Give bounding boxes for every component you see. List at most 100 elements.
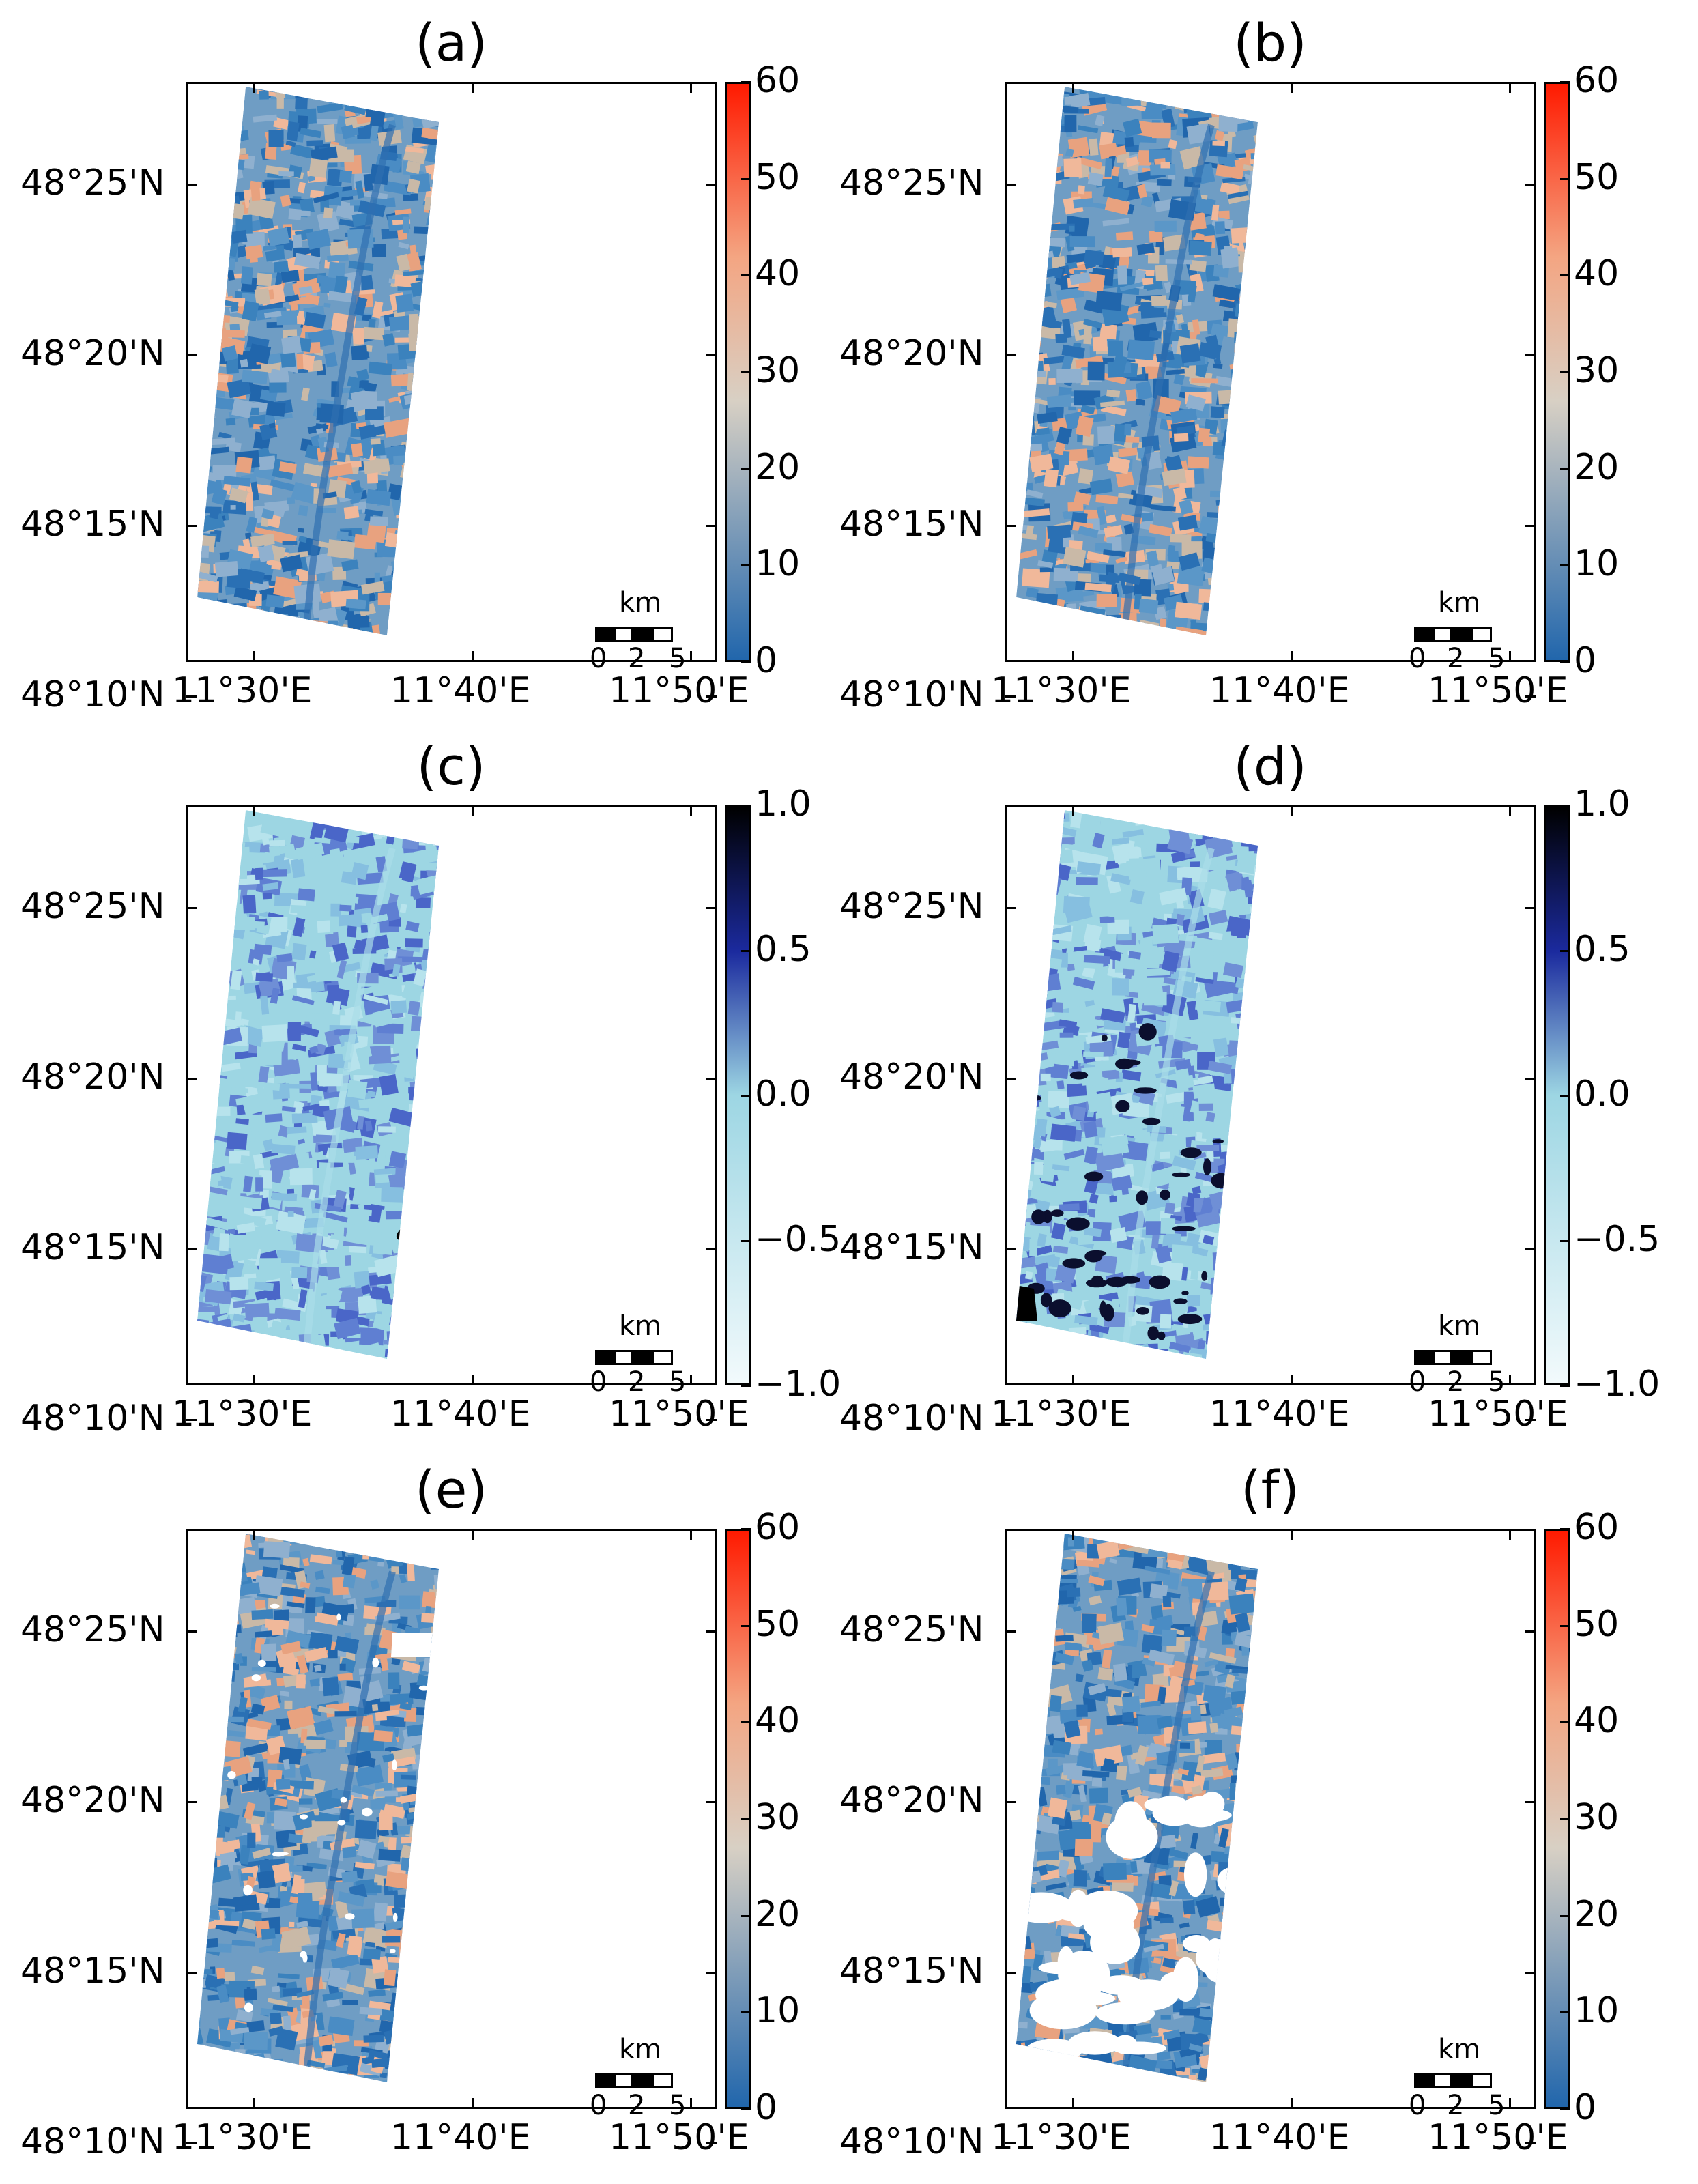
scalebar-segment: [633, 2073, 652, 2088]
lon-tick: [1072, 1529, 1074, 1540]
colorbar-label: 0.0: [755, 1074, 811, 1115]
colorbar-tick: [1560, 1095, 1570, 1097]
scalebar-segment: [652, 2073, 673, 2088]
latitude-label: 48°15'N: [20, 504, 165, 545]
map-frame: [186, 805, 717, 1385]
colorbar-tick: [1560, 1528, 1570, 1530]
colorbar-label: 30: [1574, 1797, 1620, 1838]
colorbar-tick: [741, 2108, 751, 2110]
colorbar-tick: [741, 1624, 751, 1627]
lat-tick: [186, 1419, 197, 1421]
lat-tick: [706, 184, 717, 186]
lat-tick: [1525, 1630, 1536, 1633]
colorbar-label: 60: [755, 60, 801, 101]
longitude-label: 11°30'E: [991, 2117, 1132, 2158]
scalebar-tick-label: 5: [669, 2090, 687, 2121]
scalebar-segment: [1414, 627, 1433, 642]
lon-tick: [253, 805, 255, 816]
lon-tick: [1291, 651, 1293, 662]
latitude-label: 48°10'N: [20, 2121, 165, 2162]
map-frame: [1005, 1529, 1536, 2109]
scalebar-segment: [633, 627, 652, 642]
longitude-label: 11°50'E: [609, 1394, 749, 1435]
colorbar-tick: [741, 1914, 751, 1917]
colorbar-label: 0: [755, 640, 778, 681]
lat-tick: [186, 1801, 197, 1803]
scalebar-segment: [1452, 2073, 1471, 2088]
scalebar-segment: [1414, 2073, 1433, 2088]
panel-d: (d) 48°25'N 48°20'N 48°15'N 48°10'N 11°30'E 11…: [819, 723, 1660, 1447]
colorbar-label: 10: [755, 1990, 801, 2032]
colorbar-label: 0: [1574, 640, 1597, 681]
lat-tick: [706, 1801, 717, 1803]
latitude-label: 48°10'N: [839, 2121, 984, 2162]
longitude-label: 11°50'E: [1428, 670, 1568, 711]
scalebar-segment: [595, 2073, 614, 2088]
scalebar-tick-label: 2: [1447, 1366, 1465, 1398]
scalebar-tick-label: 5: [1488, 643, 1506, 674]
scalebar-segment: [1452, 627, 1471, 642]
colorbar-tick: [1560, 468, 1570, 470]
lon-tick: [1509, 1529, 1511, 1540]
lon-tick: [472, 82, 474, 93]
raster-image: [197, 87, 439, 635]
raster-image: [197, 810, 439, 1359]
colorbar-label: 40: [755, 253, 801, 295]
longitude-label: 11°50'E: [1428, 2117, 1568, 2158]
lon-tick: [690, 805, 692, 816]
lat-tick: [1005, 907, 1016, 909]
longitude-label: 11°40'E: [1209, 1394, 1350, 1435]
lon-tick: [472, 2098, 474, 2109]
lon-tick: [1072, 82, 1074, 93]
scalebar-tick-label: 2: [628, 1366, 646, 1398]
colorbar-tick: [741, 371, 751, 373]
colorbar-label: 40: [1574, 1700, 1620, 1742]
latitude-label: 48°15'N: [839, 1227, 984, 1268]
scalebar-segment: [1433, 627, 1452, 642]
panel-c: (c) 48°25'N 48°20'N 48°15'N 48°10'N 11°30'E 11…: [0, 723, 841, 1447]
colorbar-tick: [741, 1818, 751, 1820]
lat-tick: [706, 695, 717, 698]
colorbar-label: 0.5: [755, 928, 811, 970]
colorbar-label: 30: [755, 1797, 801, 1838]
panel-title: (d): [1233, 736, 1307, 796]
latitude-label: 48°20'N: [20, 1057, 165, 1097]
longitude-label: 11°30'E: [172, 2117, 313, 2158]
lon-tick: [1072, 1375, 1074, 1385]
colorbar-tick: [741, 1095, 751, 1097]
lat-tick: [1005, 1419, 1016, 1421]
colorbar-label: 1.0: [1574, 784, 1630, 824]
map-frame: [1005, 82, 1536, 662]
colorbar-tick: [741, 661, 751, 663]
map-frame: [186, 82, 717, 662]
lon-tick: [1509, 1375, 1511, 1385]
lat-tick: [706, 2142, 717, 2144]
lat-tick: [186, 525, 197, 527]
lat-tick: [186, 695, 197, 698]
lat-tick: [1005, 1248, 1016, 1250]
scalebar-segment: [1433, 1350, 1452, 1365]
lat-tick: [1525, 1078, 1536, 1080]
lat-tick: [1005, 1078, 1016, 1080]
panel-title: (f): [1240, 1459, 1300, 1520]
raster-image: [1016, 810, 1258, 1359]
longitude-label: 11°50'E: [609, 670, 749, 711]
colorbar-label: 40: [755, 1700, 801, 1742]
latitude-label: 48°25'N: [839, 1609, 984, 1650]
colorbar-label: −0.5: [1574, 1218, 1660, 1260]
scalebar-segment: [652, 1350, 673, 1365]
colorbar-tick: [1560, 805, 1570, 807]
lon-tick: [1509, 2098, 1511, 2109]
latitude-label: 48°10'N: [839, 674, 984, 715]
raster-image: [197, 1534, 439, 2082]
latitude-label: 48°25'N: [20, 1609, 165, 1650]
colorbar-label: 30: [755, 350, 801, 391]
lat-tick: [186, 907, 197, 909]
scalebar-unit: km: [619, 2034, 662, 2065]
lat-tick: [186, 354, 197, 356]
panel-a: (a) 48°25'N 48°20'N 48°15'N 48°10'N 11°30'E 11…: [0, 0, 819, 723]
lat-tick: [186, 1972, 197, 1974]
scalebar-segment: [614, 1350, 633, 1365]
lat-tick: [706, 1419, 717, 1421]
lat-tick: [1525, 2142, 1536, 2144]
